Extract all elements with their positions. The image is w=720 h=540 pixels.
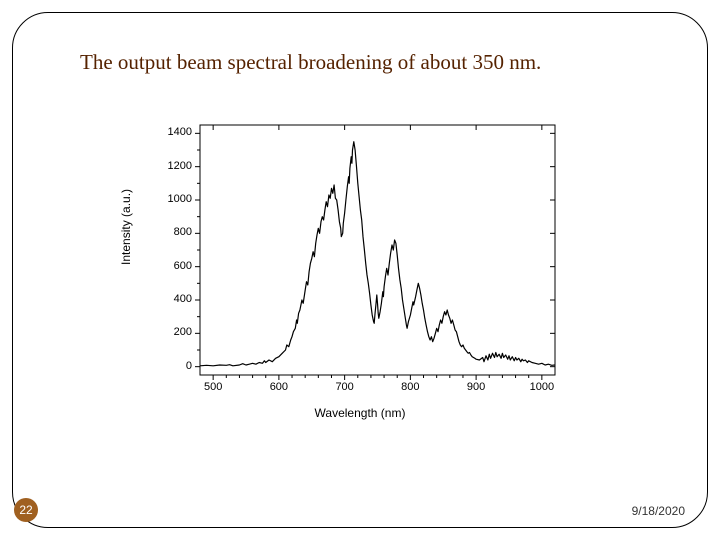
x-tick-label: 1000 bbox=[527, 381, 557, 393]
x-tick-label: 500 bbox=[198, 381, 228, 393]
y-tick-label: 400 bbox=[162, 293, 192, 305]
x-tick-label: 600 bbox=[264, 381, 294, 393]
y-tick-label: 200 bbox=[162, 326, 192, 338]
page-number-badge: 22 bbox=[14, 498, 38, 522]
x-tick-label: 800 bbox=[395, 381, 425, 393]
slide-title: The output beam spectral broadening of a… bbox=[80, 50, 640, 75]
y-tick-label: 1400 bbox=[162, 126, 192, 138]
x-tick-label: 900 bbox=[461, 381, 491, 393]
x-tick-label: 700 bbox=[330, 381, 360, 393]
y-tick-label: 0 bbox=[162, 360, 192, 372]
y-tick-label: 600 bbox=[162, 260, 192, 272]
slide-date: 9/18/2020 bbox=[632, 504, 685, 518]
x-axis-label: Wavelength (nm) bbox=[315, 406, 406, 420]
y-tick-label: 1200 bbox=[162, 160, 192, 172]
slide: The output beam spectral broadening of a… bbox=[0, 0, 720, 540]
y-tick-label: 1000 bbox=[162, 193, 192, 205]
y-axis-label: Intensity (a.u.) bbox=[119, 189, 133, 265]
y-tick-label: 800 bbox=[162, 226, 192, 238]
chart-svg bbox=[150, 115, 570, 415]
spectrum-chart: Intensity (a.u.) Wavelength (nm) 5006007… bbox=[150, 115, 570, 415]
